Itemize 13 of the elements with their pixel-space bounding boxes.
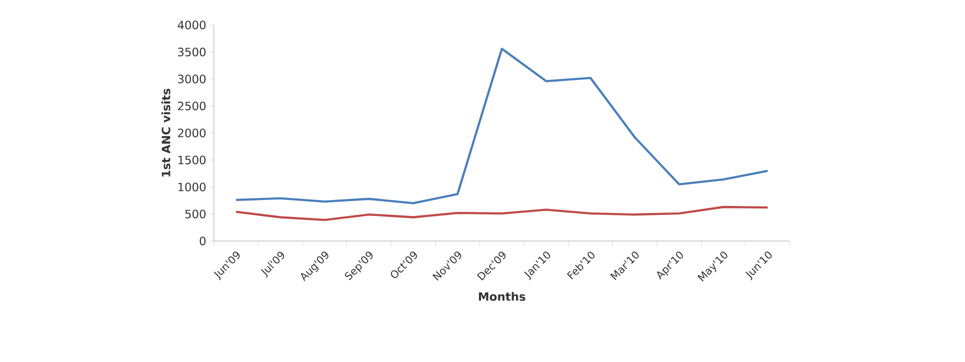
- y-tick-label: 2500: [178, 102, 206, 110]
- y-tick-label: 500: [185, 210, 206, 218]
- line-series: [234, 48, 769, 204]
- y-tick-label: 0: [200, 236, 206, 246]
- y-tick-label: 1000: [178, 182, 206, 192]
- y-axis-title: 1st ANC visits: [161, 88, 170, 176]
- line-series: [234, 206, 769, 222]
- y-tick-label: 3000: [178, 74, 206, 84]
- y-tick-label: 1500: [178, 156, 206, 164]
- x-axis-title: Months: [478, 292, 526, 301]
- y-tick-label: 3500: [178, 48, 206, 56]
- y-tick-label: 2000: [178, 128, 206, 138]
- y-tick-label: 4000: [178, 20, 206, 30]
